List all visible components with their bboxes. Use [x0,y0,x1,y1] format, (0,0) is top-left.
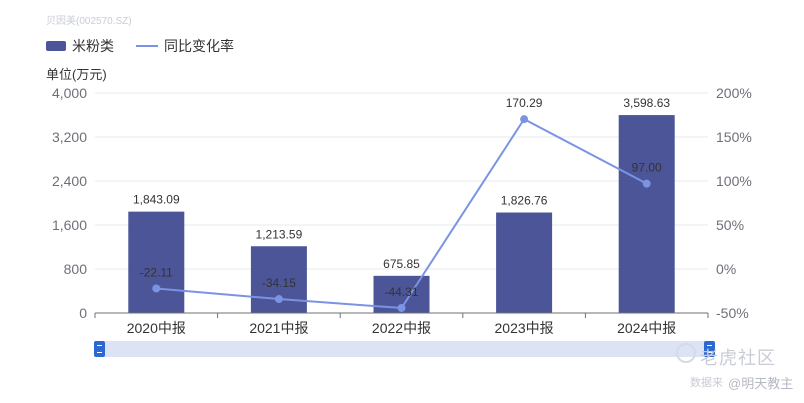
x-axis-tick-label: 2023中报 [495,320,554,336]
right-axis-tick-label: 50% [716,217,744,233]
right-axis-tick-label: 100% [716,173,752,189]
watermark-brand: 老虎社区 [700,348,776,368]
source-label: 贝因美(002570.SZ) [46,16,132,27]
left-axis-tick-label: 800 [64,261,88,277]
line-point [642,179,651,188]
left-axis-tick-label: 0 [79,305,87,321]
line-series [152,115,651,312]
left-axis-tick-label: 3,200 [52,129,87,145]
chart-legend: 米粉类 同比变化率 [46,36,256,56]
line-value-label: 97.00 [632,161,662,175]
bar [496,212,553,313]
watermark-author: @明天教主 [728,376,794,391]
line-value-label: -22.11 [140,265,173,279]
right-axis-tick-label: -50% [716,305,749,321]
watermark-logo-icon [676,343,696,363]
left-axis-tick-label: 4,000 [52,85,87,101]
watermark-prefix: 数据来 [690,377,723,389]
data-zoom-left-handle[interactable] [94,341,105,357]
bar-value-label: 3,598.63 [623,96,670,110]
left-axis-tick-label: 2,400 [52,173,87,189]
line-value-label: -44.31 [384,285,418,299]
bar-value-label: 1,843.09 [133,193,180,207]
bar-value-label: 1,213.59 [256,227,303,241]
bar-value-label: 675.85 [383,257,420,271]
legend-item-bar[interactable]: 米粉类 [46,36,114,56]
line-point [152,284,161,293]
left-axis-tick-label: 1,600 [52,217,87,233]
line-point [274,295,283,304]
bar-series [128,115,675,313]
data-zoom-right-handle[interactable] [704,341,715,357]
legend-bar-label: 米粉类 [72,38,114,54]
line-point [397,303,406,312]
bar [618,115,675,313]
bar [128,211,185,313]
legend-bar-swatch [46,41,66,51]
line-value-label: -34.15 [262,276,296,290]
right-axis-tick-label: 0% [716,261,736,277]
grid-lines [95,92,708,270]
x-axis-tick-label: 2020中报 [127,320,186,336]
data-labels: 1,843.09 1,213.59 675.85 1,826.76 3,598.63 -2… [133,96,670,299]
legend-item-line[interactable]: 同比变化率 [136,36,234,56]
legend-line-label: 同比变化率 [164,38,234,54]
x-axis: 2020中报 2021中报 2022中报 2023中报 2024中报 [94,312,709,336]
bar-value-label: 1,826.76 [501,194,548,208]
right-axis-ticks: -50% 0% 50% 100% 150% 200% [716,85,752,321]
x-axis-tick-label: 2022中报 [372,320,431,336]
line-point [520,115,529,124]
x-axis-tick-label: 2024中报 [617,320,676,336]
right-axis-tick-label: 150% [716,129,752,145]
x-axis-tick-label: 2021中报 [249,320,308,336]
legend-line-swatch [136,45,158,47]
data-zoom-track[interactable] [100,341,710,357]
y-axis-unit-label: 单位(万元) [46,67,107,82]
right-axis-tick-label: 200% [716,85,752,101]
line-value-label: 170.29 [506,96,543,110]
left-axis-ticks: 0 800 1,600 2,400 3,200 4,000 [52,85,87,321]
